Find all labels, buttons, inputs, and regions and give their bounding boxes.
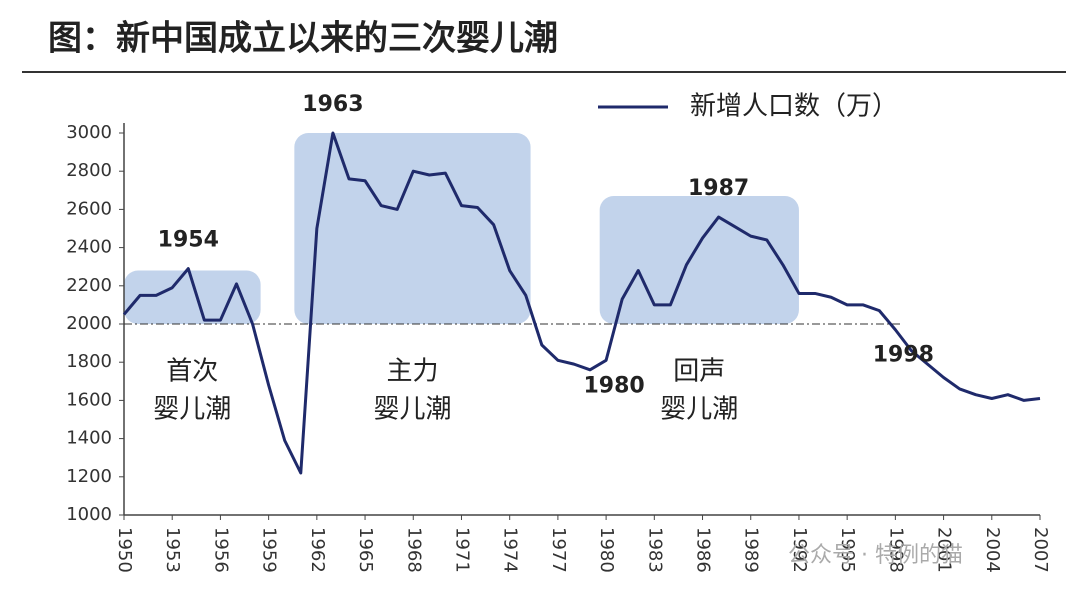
region-label: 婴儿潮	[660, 395, 738, 425]
y-tick-label: 2600	[66, 198, 112, 219]
x-tick-label: 1950	[114, 527, 135, 573]
watermark: 公众号 · 特例的猫	[788, 543, 963, 568]
x-tick-label: 1977	[548, 527, 569, 573]
y-tick-label: 1800	[66, 351, 112, 372]
x-tick-label: 1992	[789, 527, 810, 573]
y-tick-label: 2400	[66, 237, 112, 258]
region-label: 首次	[166, 357, 218, 387]
y-tick-label: 2800	[66, 160, 112, 181]
y-tick-label: 2000	[66, 313, 112, 334]
region-label: 主力	[386, 357, 438, 387]
y-tick-label: 1000	[66, 504, 112, 525]
point-label: 1998	[873, 343, 934, 368]
x-tick-label: 1998	[885, 527, 906, 573]
x-tick-label: 1974	[500, 527, 521, 573]
point-label: 1980	[583, 373, 644, 398]
x-tick-label: 1980	[596, 527, 617, 573]
x-tick-label: 1983	[644, 527, 665, 573]
x-tick-label: 1956	[210, 527, 231, 573]
y-tick-label: 2200	[66, 275, 112, 296]
x-tick-label: 1971	[451, 527, 472, 573]
region-label: 婴儿潮	[373, 395, 451, 425]
y-tick-label: 1200	[66, 466, 112, 487]
x-tick-label: 1962	[307, 527, 328, 573]
highlight-region	[599, 196, 799, 324]
region-label: 回声	[673, 357, 725, 387]
point-label: 1954	[158, 228, 219, 253]
x-tick-label: 1989	[741, 527, 762, 573]
x-tick-label: 1965	[355, 527, 376, 573]
x-tick-label: 1968	[403, 527, 424, 573]
y-tick-label: 3000	[66, 122, 112, 143]
x-tick-label: 1953	[162, 527, 183, 573]
y-tick-label: 1600	[66, 389, 112, 410]
y-tick-label: 1400	[66, 428, 112, 449]
data-line	[122, 131, 1041, 475]
x-tick-label: 2004	[982, 527, 1003, 573]
x-tick-label: 1995	[837, 527, 858, 573]
point-label: 1987	[688, 176, 749, 201]
x-tick-label: 1959	[259, 527, 280, 573]
point-label: 1963	[302, 92, 363, 117]
x-tick-label: 1986	[693, 527, 714, 573]
x-tick-label: 2007	[1030, 527, 1051, 573]
x-tick-label: 2001	[934, 527, 955, 573]
chart-title: 图：新中国成立以来的三次婴儿潮	[48, 19, 558, 59]
highlight-region	[124, 270, 261, 324]
region-label: 婴儿潮	[153, 395, 231, 425]
legend-label: 新增人口数（万）	[690, 92, 898, 122]
